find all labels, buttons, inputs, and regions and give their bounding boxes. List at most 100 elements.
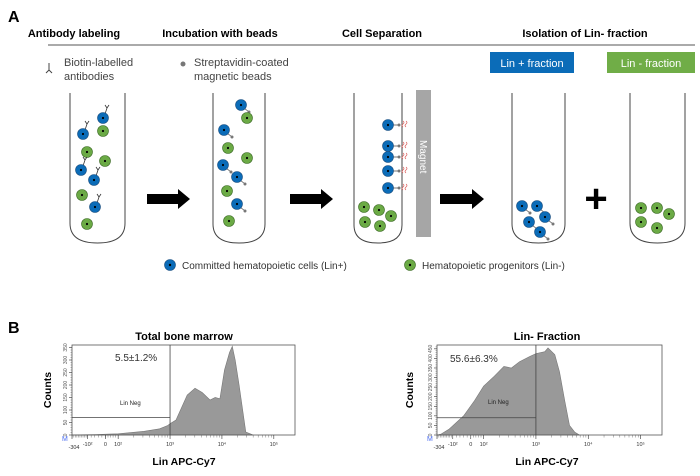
lin-pos-cell (75, 156, 88, 176)
legend-lin-pos-label: Committed hematopoietic cells (Lin+) (182, 261, 347, 272)
lin-neg-cell (635, 216, 647, 228)
panel-a-diagram: A Antibody labeling Incubation with bead… (8, 9, 695, 272)
lin-neg-cell (241, 152, 253, 164)
lin-neg-cell (221, 185, 233, 197)
lin-pos-box (490, 52, 574, 73)
magnetic-bead (551, 222, 555, 226)
x-tick-label: 10⁵ (636, 441, 644, 448)
step-isolation: Isolation of Lin- fraction (522, 28, 648, 40)
lin-neg-cell (651, 222, 663, 234)
lin-pos-box-label: Lin + fraction (500, 58, 563, 70)
lin-pos-cell (382, 151, 408, 163)
magnetic-bead (546, 237, 550, 241)
lin-pos-cell (97, 104, 110, 124)
x-tick-label: 10³ (166, 442, 174, 448)
panel-a-label: A (8, 9, 20, 26)
lin-neg-box-label: Lin - fraction (621, 58, 682, 70)
bead-legend-line2: magnetic beads (194, 71, 272, 83)
lin-neg-cell (663, 208, 675, 220)
lin-pos-cell (534, 226, 550, 241)
magnetic-field-lines (401, 183, 408, 191)
antibody-legend-line1: Biotin-labelled (64, 57, 133, 69)
x-tick-label: 0 (104, 442, 107, 448)
magnetic-bead (397, 186, 401, 190)
x-tick-label: 10² (114, 442, 122, 448)
y-tick-label: 100 (428, 411, 434, 420)
y-tick-label: 100 (63, 406, 69, 415)
chart-title: Total bone marrow (135, 331, 233, 343)
chart-lin-neg-fraction: Lin- Fraction Counts Lin APC-Cy7 55.6±6.… (404, 331, 663, 468)
lin-pos-cell (88, 166, 101, 186)
lin-pos-cell (539, 211, 555, 226)
lin-pos-cell (231, 198, 247, 213)
lin-neg-cell (81, 218, 93, 230)
magnetic-bead (397, 169, 401, 173)
y-tick-label: 0 (428, 433, 434, 436)
step-incubation: Incubation with beads (162, 28, 278, 40)
lin-pos-cell (382, 165, 408, 177)
step-cell-separation: Cell Separation (342, 28, 422, 40)
histogram-area (71, 345, 254, 436)
y-tick-label: 300 (63, 356, 69, 365)
plus-sign: + (584, 177, 607, 221)
y-tick-label: 400 (428, 354, 434, 363)
y-tick-label: 200 (63, 381, 69, 390)
lin-pos-cell (516, 200, 532, 215)
panel-b-label: B (8, 320, 20, 337)
gate-label: Lin Neg (120, 401, 141, 407)
lin-pos-cell (89, 193, 102, 213)
y-tick-label: 200 (428, 392, 434, 401)
y-tick-label: 50 (63, 420, 69, 426)
magnetic-field-lines (401, 152, 408, 160)
marker-label: M (427, 436, 433, 443)
lin-neg-cell (97, 125, 109, 137)
gate-percent: 5.5±1.2% (115, 353, 157, 364)
lin-neg-cell (76, 189, 88, 201)
lin-neg-cell (358, 201, 370, 213)
gate-label: Lin Neg (488, 400, 509, 406)
y-tick-label: 0 (63, 433, 69, 436)
y-tick-label: 250 (63, 368, 69, 377)
lin-neg-cell (81, 146, 93, 158)
test-tube-3 (353, 93, 403, 244)
lin-pos-cell (382, 119, 408, 131)
plot-frame (436, 344, 663, 436)
y-tick-label: 250 (428, 383, 434, 392)
bead-icon (180, 61, 186, 67)
x-tick-label: 0 (469, 442, 472, 448)
test-tube-1 (69, 93, 126, 244)
lin-pos-cell (217, 159, 233, 174)
x-tick-label: -304 (68, 445, 79, 451)
x-tick-label: -304 (433, 445, 444, 451)
x-tick-label: 10³ (532, 442, 540, 448)
y-tick-label: 150 (63, 393, 69, 402)
y-axis-label: Counts (404, 372, 416, 408)
magnetic-bead (528, 211, 532, 215)
lin-neg-cell (373, 204, 385, 216)
x-axis-label: Lin APC-Cy7 (152, 456, 215, 468)
y-tick-label: 50 (428, 422, 434, 428)
lin-pos-cell (382, 182, 408, 194)
chart-total-bone-marrow: Total bone marrow Counts Lin APC-Cy7 5.5… (42, 331, 296, 468)
magnetic-bead (397, 123, 401, 127)
x-tick-label: 10² (480, 442, 488, 448)
magnetic-bead (243, 209, 247, 213)
lin-neg-cell (651, 202, 663, 214)
magnetic-bead (229, 170, 233, 174)
lin-neg-cell (223, 215, 235, 227)
test-tube-4 (511, 93, 566, 244)
gate-percent: 55.6±6.3% (450, 354, 498, 365)
magnet (416, 90, 431, 237)
process-arrow-3 (440, 189, 484, 209)
y-axis-label: Counts (42, 372, 54, 408)
test-tube-5 (629, 93, 686, 244)
magnetic-field-lines (401, 141, 408, 149)
antibody-legend-line2: antibodies (64, 71, 115, 83)
histogram-area (436, 347, 581, 436)
x-axis-label: Lin APC-Cy7 (515, 456, 578, 468)
lin-neg-box (607, 52, 695, 73)
magnetic-field-lines (401, 120, 408, 128)
lin-neg-cell (222, 142, 234, 154)
magnetic-bead (397, 144, 401, 148)
